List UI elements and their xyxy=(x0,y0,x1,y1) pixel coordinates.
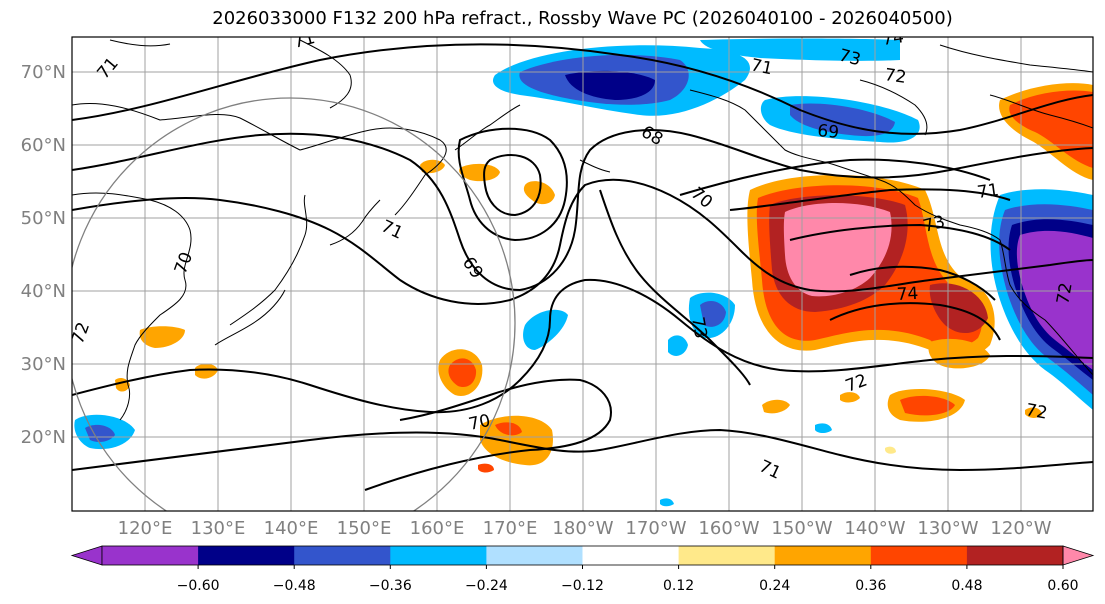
contour-label: 74 xyxy=(896,284,919,305)
lon-label: 160°W xyxy=(698,518,759,539)
colorbar-segment xyxy=(582,546,680,565)
colorbar-segment xyxy=(294,546,391,565)
lon-label: 180°W xyxy=(552,518,613,539)
colorbar-extension-high xyxy=(1062,545,1095,566)
colorbar-tick-label: 0.12 xyxy=(663,578,694,594)
lon-label: 170°E xyxy=(483,518,538,539)
lat-label: 70°N xyxy=(21,62,66,83)
contour-label: 71 xyxy=(749,55,774,79)
colorbar: −0.60 −0.48 −0.36 −0.24 −0.12 0.12 0.24 0.36 0.4… xyxy=(70,545,1095,594)
colorbar-extension-low xyxy=(70,545,103,566)
latitude-labels: 70°N 60°N 50°N 40°N 30°N 20°N xyxy=(21,62,66,448)
contour-label: 73 xyxy=(687,315,710,340)
gridlines xyxy=(72,37,1093,511)
contour-label: 71 xyxy=(291,28,317,53)
lon-label: 140°W xyxy=(844,518,905,539)
lon-label: 140°E xyxy=(264,518,319,539)
colorbar-segment xyxy=(102,546,199,565)
lon-label: 150°E xyxy=(337,518,392,539)
map-layer: 71 71 72 69 70 71 73 74 72 73 74 71 72 6… xyxy=(68,27,1093,511)
colorbar-tick-label: −0.48 xyxy=(273,578,316,594)
lon-label: 160°E xyxy=(410,518,465,539)
colorbar-tick-label: 0.36 xyxy=(855,578,886,594)
map-title: 2026033000 F132 200 hPa refract., Rossby… xyxy=(212,8,953,29)
colorbar-segment xyxy=(774,546,872,565)
colorbar-tick-label: −0.24 xyxy=(465,578,508,594)
colorbar-segment xyxy=(678,546,776,565)
contour-label: 69 xyxy=(817,121,840,143)
lon-label: 130°W xyxy=(917,518,978,539)
colorbar-segment xyxy=(390,546,487,565)
lon-label: 120°W xyxy=(990,518,1051,539)
contour-label: 72 xyxy=(883,65,907,88)
shading xyxy=(74,38,1093,507)
contours xyxy=(72,43,1093,491)
colorbar-tick-label: 0.48 xyxy=(951,578,982,594)
contour-label: 71 xyxy=(976,180,1000,203)
projection-circle xyxy=(72,97,516,511)
colorbar-segment xyxy=(966,546,1064,565)
contour-label: 72 xyxy=(68,320,94,347)
contour-label: 72 xyxy=(1024,400,1049,423)
colorbar-tick-label: 0.60 xyxy=(1047,578,1078,594)
colorbar-tick-label: −0.60 xyxy=(177,578,220,594)
lat-label: 60°N xyxy=(21,135,66,156)
colorbar-tick-label: 0.24 xyxy=(759,578,790,594)
lon-label: 120°E xyxy=(118,518,173,539)
colorbar-segment xyxy=(486,546,583,565)
colorbar-tick-label: −0.36 xyxy=(369,578,412,594)
contour-label: 72 xyxy=(1053,281,1076,306)
lon-label: 150°W xyxy=(771,518,832,539)
contour-label: 74 xyxy=(881,27,905,50)
colorbar-segment xyxy=(198,546,295,565)
lat-label: 40°N xyxy=(21,281,66,302)
map-border xyxy=(71,36,1094,512)
lat-label: 20°N xyxy=(21,427,66,448)
colorbar-segment xyxy=(870,546,968,565)
lat-label: 30°N xyxy=(21,354,66,375)
contour-label: 70 xyxy=(467,411,492,435)
colorbar-tick-label: −0.12 xyxy=(561,578,604,594)
lon-label: 130°E xyxy=(191,518,246,539)
longitude-labels: 120°E 130°E 140°E 150°E 160°E 170°E 180°… xyxy=(118,518,1052,539)
lat-label: 50°N xyxy=(21,208,66,229)
lon-label: 170°W xyxy=(625,518,686,539)
